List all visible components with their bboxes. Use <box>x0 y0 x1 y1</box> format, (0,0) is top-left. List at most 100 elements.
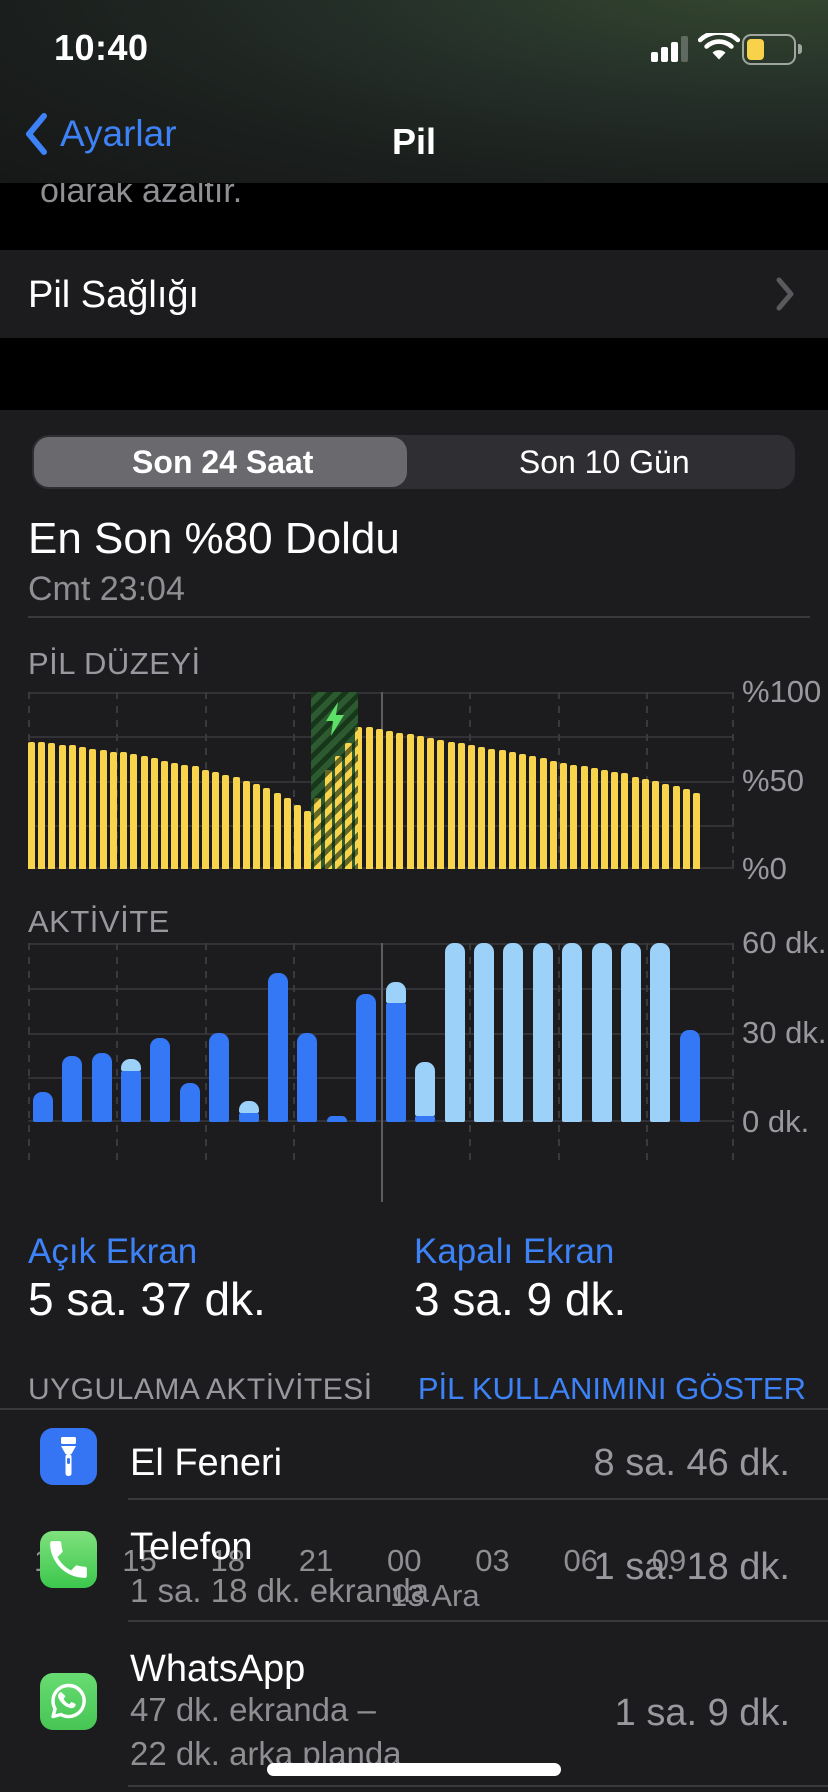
chevron-left-icon <box>26 113 47 155</box>
axis-tick-label: %50 <box>742 762 805 798</box>
show-battery-usage-link[interactable]: PİL KULLANIMINI GÖSTER <box>417 1371 806 1406</box>
cellular-signal-icon <box>651 36 689 62</box>
flashlight-icon <box>40 1428 97 1485</box>
battery-level-bar <box>693 792 701 869</box>
axis-tick-label: 09 <box>651 1543 687 1578</box>
axis-tick-label: 30 dk. <box>742 1014 827 1050</box>
battery-level-bar <box>294 805 302 869</box>
activity-bar <box>150 1038 171 1122</box>
separator <box>128 1498 828 1500</box>
segment-last-10-days[interactable]: Son 10 Gün <box>518 443 690 480</box>
battery-level-bar <box>191 766 199 869</box>
battery-level-bar <box>253 784 261 869</box>
battery-level-bar <box>99 750 107 869</box>
battery-level-bar <box>79 746 87 869</box>
battery-level-bar <box>631 776 639 869</box>
app-subtitle: 1 sa. 18 dk. ekranda <box>130 1572 430 1609</box>
activity-bar <box>385 981 406 1122</box>
axis-tick-label: 21 <box>298 1543 334 1578</box>
battery-level-bar <box>529 755 537 869</box>
app-name: WhatsApp <box>130 1648 306 1690</box>
battery-level-bar <box>365 727 373 869</box>
last-charge-subtitle: Cmt 23:04 <box>28 570 185 608</box>
battery-health-row[interactable]: Pil Sağlığı <box>0 250 828 338</box>
battery-level-bar <box>38 741 46 869</box>
battery-level-bar <box>68 745 76 869</box>
battery-level-bar <box>120 752 128 869</box>
activity-bar <box>562 943 583 1122</box>
back-label: Ayarlar <box>60 113 177 154</box>
activity-bar <box>473 943 494 1122</box>
axis-tick-label: 15 <box>122 1543 157 1578</box>
charging-bolt-icon <box>325 702 344 736</box>
activity-bar <box>91 1053 112 1122</box>
battery-level-bar <box>652 780 660 869</box>
axis-tick-label: 0 dk. <box>742 1104 810 1139</box>
navigation-bar: 10:40 Ayarlar Pil <box>0 0 828 183</box>
battery-level-bar <box>263 787 271 869</box>
battery-level-bar <box>488 748 496 869</box>
battery-health-label: Pil Sağlığı <box>28 274 200 316</box>
screen-off-label: Kapalı Ekran <box>414 1232 615 1271</box>
battery-level-bar <box>273 792 281 869</box>
screen-on-value: 5 sa. 37 dk. <box>28 1273 266 1325</box>
status-time: 10:40 <box>54 27 149 68</box>
app-duration: 1 sa. 9 dk. <box>614 1692 790 1734</box>
home-indicator[interactable] <box>267 1763 561 1776</box>
activity-bar <box>591 943 612 1122</box>
activity-bar <box>209 1032 230 1122</box>
battery-level-bar <box>212 771 220 869</box>
battery-level-bar <box>242 780 250 869</box>
activity-bar <box>679 1029 700 1122</box>
activity-bar <box>32 1092 53 1122</box>
segment-selected-indicator <box>34 437 407 487</box>
battery-level-bar <box>181 764 189 869</box>
separator <box>0 1408 828 1410</box>
app-duration: 8 sa. 46 dk. <box>593 1442 790 1484</box>
screen-off-value: 3 sa. 9 dk. <box>414 1273 627 1325</box>
app-duration: 1 sa. 18 dk. <box>593 1546 790 1588</box>
battery-level-bar <box>672 785 680 869</box>
battery-level-bar <box>406 734 414 869</box>
battery-level-bar <box>508 752 516 869</box>
last-charge-title: En Son %80 Doldu <box>28 514 400 563</box>
battery-level-bar <box>519 753 527 869</box>
battery-level-bar <box>28 741 35 869</box>
time-range-segmented-control: Son 24 Saat Son 10 Gün <box>32 435 795 489</box>
app-name: El Feneri <box>130 1442 283 1484</box>
activity-bar <box>532 943 553 1122</box>
back-button[interactable]: Ayarlar <box>24 112 177 156</box>
battery-level-bar <box>386 730 394 869</box>
battery-level-bar <box>375 729 383 869</box>
battery-level-bar <box>304 810 312 869</box>
activity-bar <box>238 1101 259 1122</box>
app-name: Telefon <box>130 1526 253 1568</box>
battery-level-bar <box>140 755 148 869</box>
axis-tick-label: 60 dk. <box>742 925 827 960</box>
activity-bar <box>297 1032 318 1122</box>
battery-level-bar <box>621 773 629 869</box>
battery-level-bar <box>560 762 568 869</box>
axis-tick-label: 03 <box>475 1543 510 1578</box>
battery-status-icon <box>742 34 802 65</box>
activity-chart-title: AKTİVİTE <box>28 904 170 939</box>
axis-tick-label: 18 <box>210 1543 245 1578</box>
phone-icon <box>40 1531 97 1588</box>
activity-bar <box>62 1056 83 1122</box>
segment-last-24-hours[interactable]: Son 24 Saat <box>132 443 314 480</box>
activity-bar <box>356 993 377 1122</box>
battery-level-bar <box>222 775 230 869</box>
battery-level-bar <box>89 748 97 869</box>
battery-level-bar <box>641 778 649 869</box>
battery-level-bar <box>478 746 486 869</box>
battery-level-bar <box>457 743 465 869</box>
battery-level-bar <box>580 766 588 869</box>
battery-level-bar <box>467 745 475 869</box>
chevron-right-icon <box>776 277 794 311</box>
battery-level-bar <box>232 776 240 869</box>
activity-bar <box>444 943 465 1122</box>
battery-level-bar <box>283 798 291 869</box>
battery-level-bar <box>549 761 557 869</box>
activity-bar <box>503 943 524 1122</box>
